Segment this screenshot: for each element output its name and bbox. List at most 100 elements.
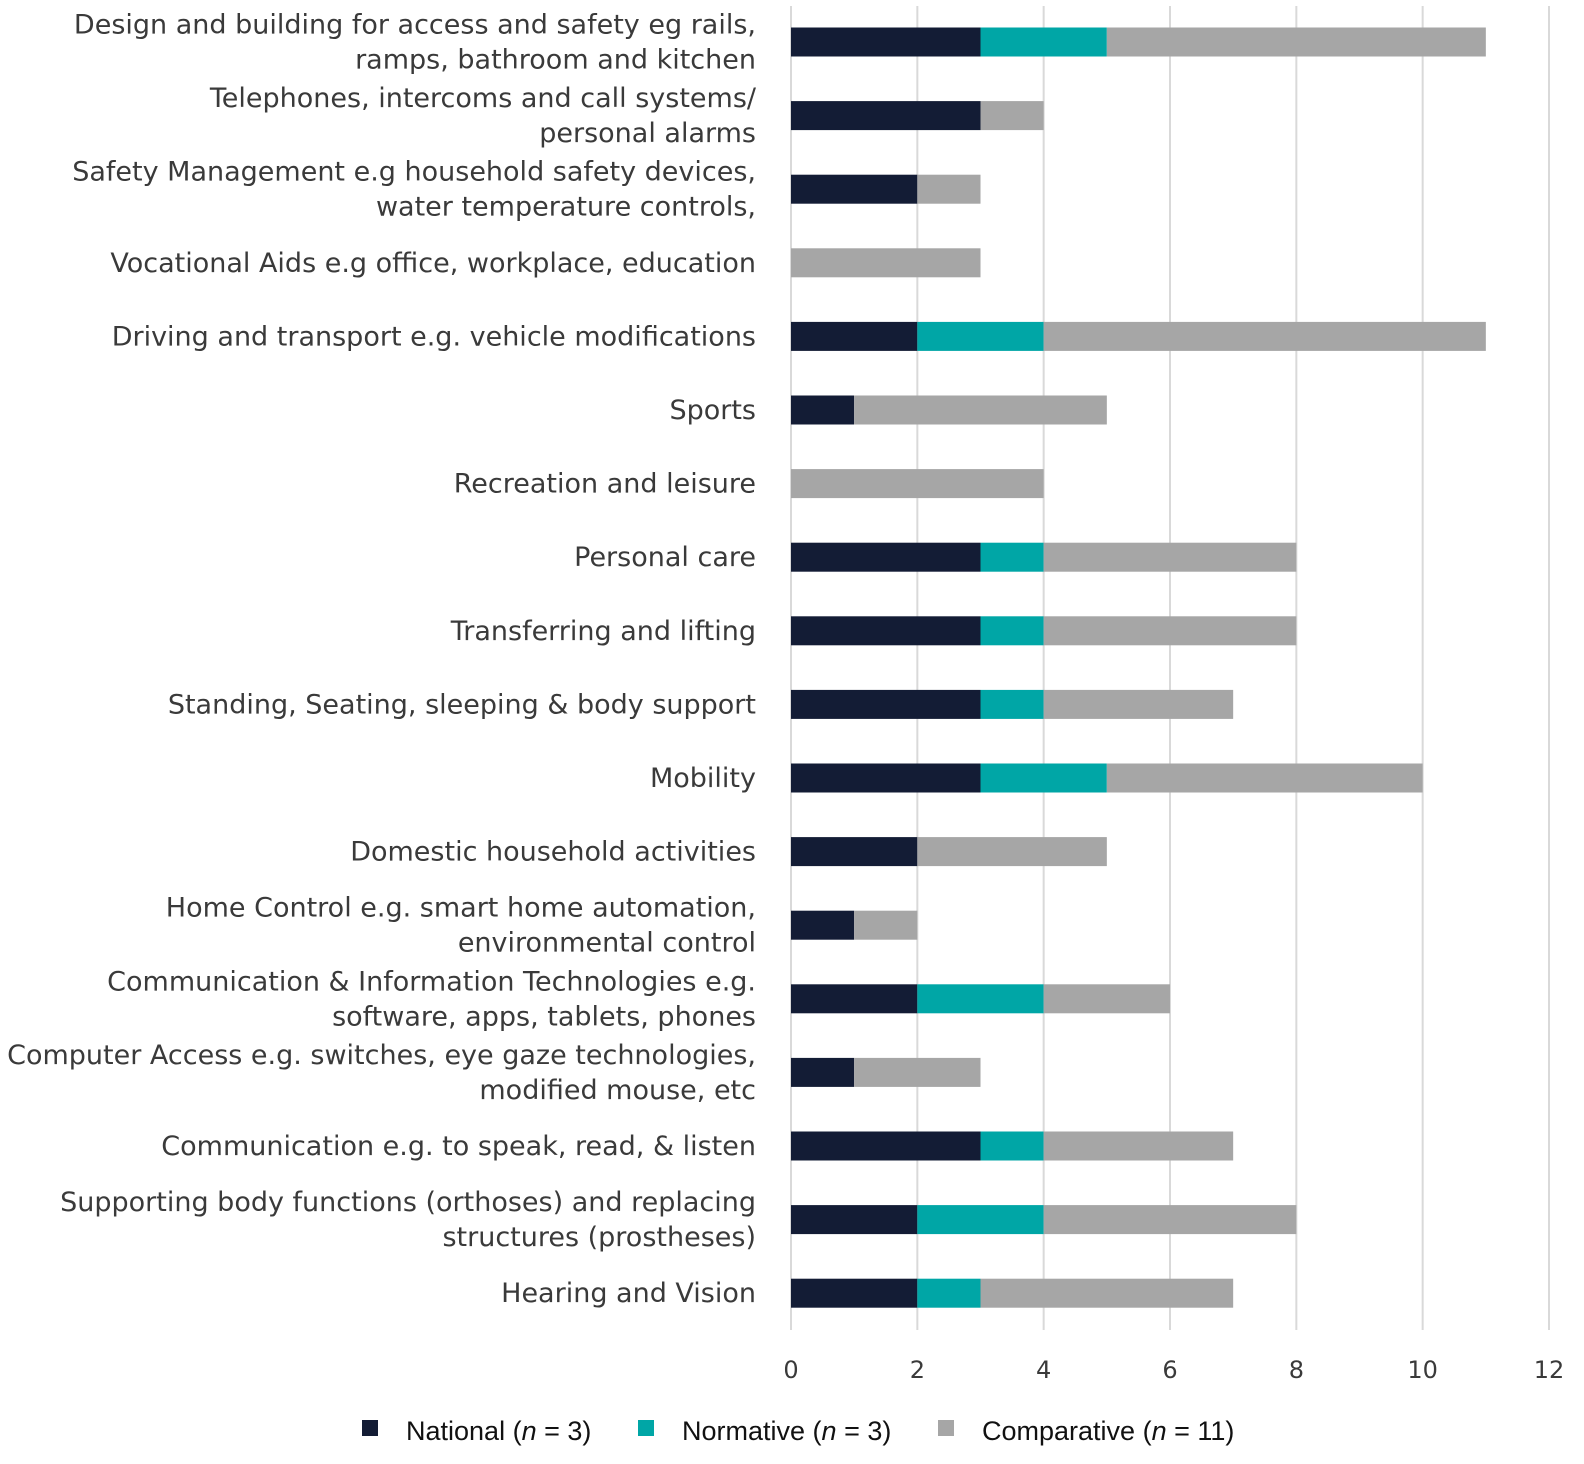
category-label: Vocational Aids e.g office, workplace, e… <box>110 248 756 279</box>
bar-normative-4 <box>917 321 1044 351</box>
category-label: Standing, Seating, sleeping & body suppo… <box>168 689 756 720</box>
category-label: Transferring and lifting <box>450 616 756 647</box>
category-label-line: Personal care <box>574 542 756 573</box>
category-label-line: Domestic household activities <box>350 837 756 868</box>
category-label-line: Recreation and leisure <box>454 469 756 500</box>
bar-normative-0 <box>980 27 1107 57</box>
category-label-line: Hearing and Vision <box>501 1278 756 1309</box>
bar-national-10 <box>791 763 981 793</box>
bar-comparative-16 <box>1043 1205 1297 1235</box>
bar-comparative-13 <box>1043 984 1170 1014</box>
bar-comparative-2 <box>917 174 981 204</box>
bar-normative-9 <box>980 689 1044 719</box>
category-labels: Design and building for access and safet… <box>7 10 757 1310</box>
legend-swatch-national <box>362 1420 378 1436</box>
bar-national-12 <box>791 910 855 940</box>
category-label-line: personal alarms <box>539 118 756 149</box>
bar-comparative-11 <box>917 837 1107 867</box>
x-tick-label: 8 <box>1289 1356 1304 1384</box>
legend-swatch-normative <box>638 1420 654 1436</box>
bar-national-13 <box>791 984 918 1014</box>
category-label: Supporting body functions (orthoses) and… <box>60 1187 756 1253</box>
category-label-line: software, apps, tablets, phones <box>332 1001 756 1032</box>
bar-national-8 <box>791 616 981 646</box>
legend-series-name: Normative <box>682 1416 805 1446</box>
legend-n-label: n <box>522 1416 537 1446</box>
category-label: Sports <box>669 395 756 426</box>
legend-label-national: National (n = 3) <box>406 1416 591 1446</box>
category-label-line: Computer Access e.g. switches, eye gaze … <box>7 1040 756 1071</box>
category-label: Computer Access e.g. switches, eye gaze … <box>7 1040 756 1106</box>
category-label-line: Design and building for access and safet… <box>74 10 756 41</box>
x-tick-label: 2 <box>910 1356 925 1384</box>
category-label: Mobility <box>650 763 756 794</box>
category-label-line: Sports <box>669 395 756 426</box>
legend-n-label: n <box>822 1416 837 1446</box>
category-label-line: Telephones, intercoms and call systems/ <box>209 83 757 114</box>
bar-normative-15 <box>980 1131 1044 1161</box>
x-tick-label: 4 <box>1036 1356 1051 1384</box>
bar-national-0 <box>791 27 981 57</box>
bar-comparative-14 <box>854 1057 981 1087</box>
legend-n-value: = 3) <box>844 1416 891 1446</box>
bar-comparative-4 <box>1043 321 1486 351</box>
x-tick-label: 6 <box>1162 1356 1177 1384</box>
x-tick-label: 10 <box>1407 1356 1438 1384</box>
category-label: Domestic household activities <box>350 837 756 868</box>
bar-normative-10 <box>980 763 1107 793</box>
bar-normative-13 <box>917 984 1044 1014</box>
category-label: Hearing and Vision <box>501 1278 756 1309</box>
category-label-line: modified mouse, etc <box>479 1075 756 1106</box>
bar-normative-7 <box>980 542 1044 572</box>
bar-comparative-15 <box>1043 1131 1234 1161</box>
bar-comparative-0 <box>1106 27 1486 57</box>
bar-national-1 <box>791 101 981 131</box>
legend-n-value: = 11) <box>1174 1416 1234 1446</box>
bar-national-17 <box>791 1278 918 1308</box>
category-label-line: structures (prostheses) <box>442 1222 756 1253</box>
category-label-line: ramps, bathroom and kitchen <box>355 45 756 76</box>
legend-swatch-comparative <box>938 1420 954 1436</box>
legend-label-normative: Normative (n = 3) <box>682 1416 891 1446</box>
bar-national-16 <box>791 1205 918 1235</box>
legend-paren: ( <box>805 1416 822 1446</box>
bar-national-14 <box>791 1057 855 1087</box>
bar-comparative-1 <box>980 101 1044 131</box>
category-label: Communication & Information Technologies… <box>107 966 756 1032</box>
category-label-line: water temperature controls, <box>376 192 756 223</box>
x-axis-ticks: 0 2 4 6 8 10 12 <box>783 1356 1564 1384</box>
category-label: Driving and transport e.g. vehicle modif… <box>112 321 756 352</box>
bar-national-7 <box>791 542 981 572</box>
bar-national-4 <box>791 321 918 351</box>
bar-normative-16 <box>917 1205 1044 1235</box>
bar-national-9 <box>791 689 981 719</box>
bar-national-5 <box>791 395 855 425</box>
legend-series-name: National <box>406 1416 505 1446</box>
category-label: Personal care <box>574 542 756 573</box>
category-label-line: environmental control <box>458 928 756 959</box>
category-label: Safety Management e.g household safety d… <box>72 157 756 223</box>
gridlines <box>790 6 1550 1330</box>
legend: National (n = 3) Normative (n = 3) Compara… <box>362 1416 1234 1446</box>
category-label: Communication e.g. to speak, read, & lis… <box>161 1131 756 1162</box>
bar-comparative-7 <box>1043 542 1297 572</box>
category-label-line: Communication & Information Technologies… <box>107 966 756 997</box>
category-label: Recreation and leisure <box>454 469 756 500</box>
bars <box>791 27 1486 1308</box>
legend-series-name: Comparative <box>982 1416 1135 1446</box>
category-label-line: Transferring and lifting <box>450 616 756 647</box>
legend-space <box>1167 1416 1175 1446</box>
category-label-line: Communication e.g. to speak, read, & lis… <box>161 1131 756 1162</box>
bar-comparative-5 <box>854 395 1107 425</box>
legend-n-label: n <box>1152 1416 1167 1446</box>
bar-comparative-17 <box>980 1278 1234 1308</box>
bar-national-15 <box>791 1131 981 1161</box>
bar-comparative-10 <box>1106 763 1423 793</box>
legend-space <box>537 1416 545 1446</box>
legend-paren: ( <box>505 1416 522 1446</box>
category-label-line: Home Control e.g. smart home automation, <box>166 893 756 924</box>
category-label-line: Standing, Seating, sleeping & body suppo… <box>168 689 756 720</box>
bar-comparative-9 <box>1043 689 1234 719</box>
category-label-line: Mobility <box>650 763 756 794</box>
